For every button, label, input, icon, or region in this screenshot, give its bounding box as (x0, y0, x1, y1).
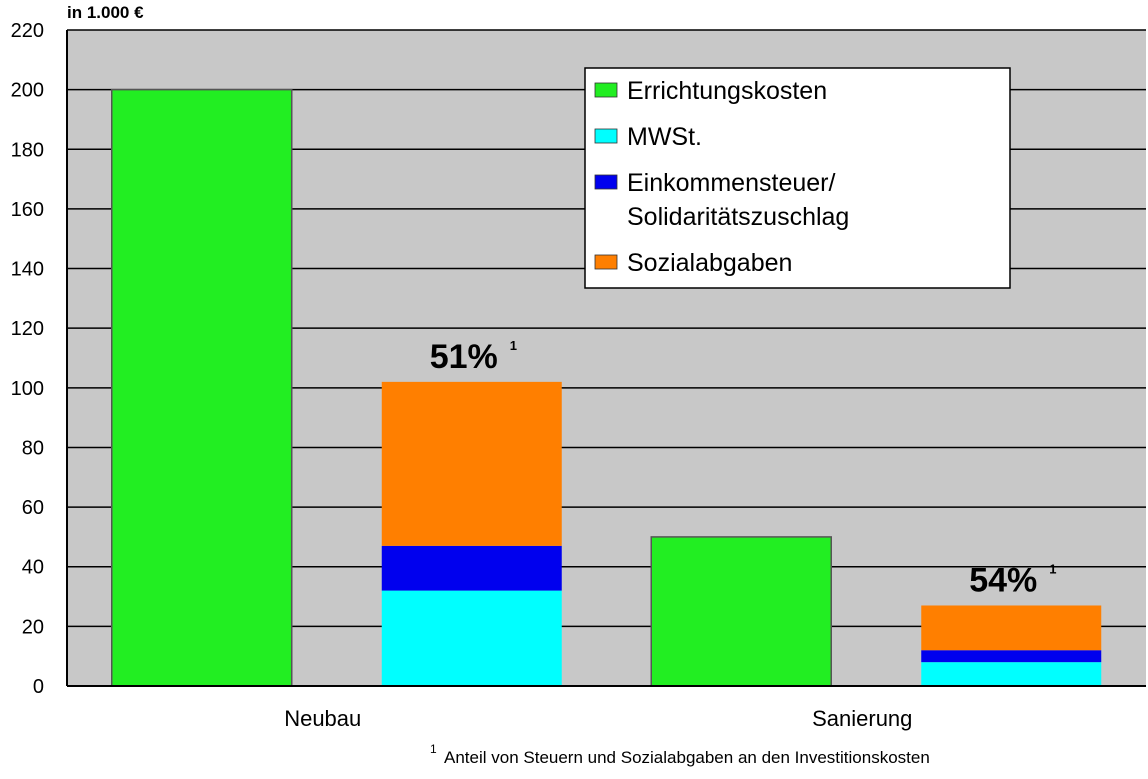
bar-segment-einkommensteuer- (921, 650, 1102, 663)
y-tick-label: 120 (11, 318, 44, 340)
bar-segment-sozialabgaben (921, 605, 1102, 651)
y-tick-label: 100 (11, 378, 44, 400)
bar-percent-label: 51% (430, 338, 498, 376)
footnote: 1 Anteil von Steuern und Sozialabgaben a… (430, 742, 930, 767)
x-category-label: Neubau (284, 706, 361, 731)
y-tick-label: 40 (22, 557, 44, 579)
bar-labels: 51% 1 54% 1 (430, 338, 1057, 600)
legend-label: Einkommensteuer/Solidaritätszuschlag (627, 169, 849, 231)
bar-segment-sozialabgaben (381, 381, 562, 546)
legend-label: Sozialabgaben (627, 249, 792, 277)
y-tick-label: 60 (22, 497, 44, 519)
legend-swatch (594, 174, 618, 190)
footnote-mark: 1 (430, 742, 437, 756)
bar-segment-mwst- (381, 590, 562, 686)
y-tick-label: 180 (11, 139, 44, 161)
legend: Errichtungskosten MWSt. Einkommensteuer/So… (584, 67, 1011, 289)
y-tick-label: 140 (11, 259, 44, 281)
footnote-text: Anteil von Steuern und Sozialabgaben an … (444, 748, 930, 767)
y-axis-label: in 1.000 € (67, 3, 144, 22)
legend-swatch (594, 128, 618, 144)
bar-segment-mwst- (921, 662, 1102, 686)
bar-segment-einkommensteuer- (381, 545, 562, 591)
legend-swatch (594, 254, 618, 270)
bar-segment-errichtungskosten (111, 89, 292, 687)
bar-segment-errichtungskosten (651, 536, 832, 686)
x-axis: Neubau Sanierung (284, 706, 912, 731)
bar-percent-label: 54% (969, 561, 1037, 599)
bar-footnote-mark: 1 (510, 338, 517, 353)
x-category-label: Sanierung (812, 706, 912, 731)
bars (111, 88, 1102, 687)
y-tick-label: 220 (11, 20, 44, 42)
y-tick-label: 160 (11, 199, 44, 221)
bar-footnote-mark: 1 (1049, 561, 1056, 576)
legend-swatch (594, 82, 618, 98)
legend-box (584, 67, 1011, 289)
legend-label: Errichtungskosten (627, 77, 827, 105)
y-tick-label: 20 (22, 616, 44, 638)
y-tick-label: 0 (33, 676, 44, 698)
y-axis: 0 20 40 60 80 100 120 140 160 180 200 220 (11, 20, 1146, 698)
y-tick-label: 80 (22, 437, 44, 459)
legend-label: MWSt. (627, 123, 702, 151)
y-tick-label: 200 (11, 80, 44, 102)
